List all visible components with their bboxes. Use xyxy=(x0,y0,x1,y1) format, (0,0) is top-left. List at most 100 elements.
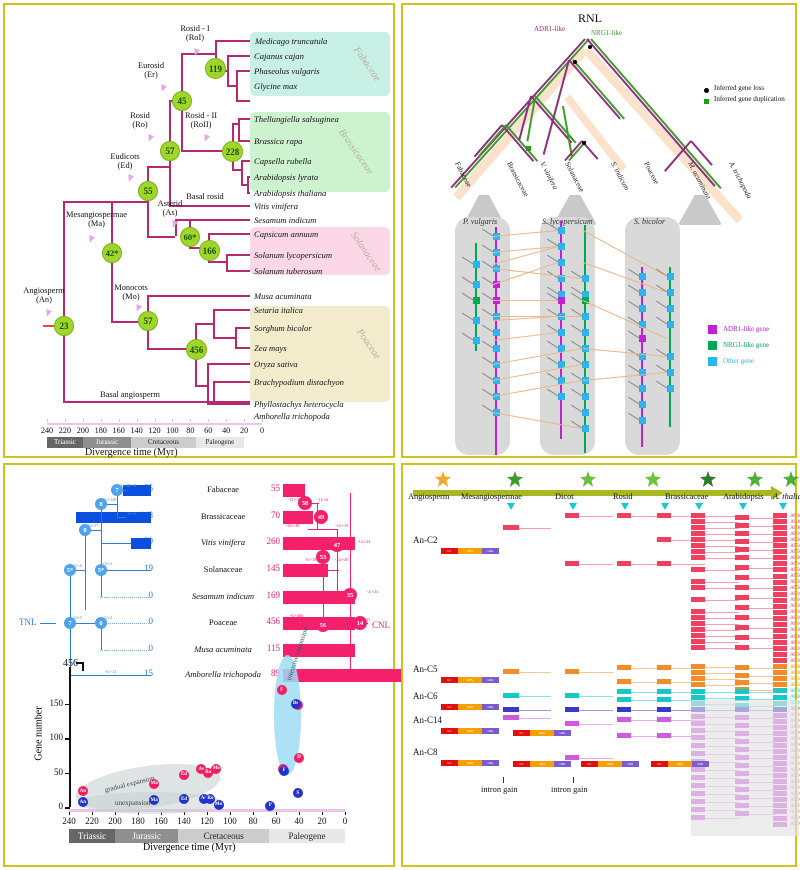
species-oryza: Oryza sativa xyxy=(254,359,298,369)
branch-setaria xyxy=(213,309,250,311)
gene-connector-0-col0-0 xyxy=(517,527,551,529)
tnl-mid-spine xyxy=(101,504,103,570)
branch-brachypodium xyxy=(213,381,250,383)
axis-tick xyxy=(82,419,84,422)
cnl-h6 xyxy=(350,675,352,677)
gene-loss-marker-1 xyxy=(588,45,592,49)
tnl-poaceae-dash xyxy=(105,623,151,624)
tip-poaceae: Poaceae xyxy=(642,160,662,186)
scatter-era-jurassic: Jurassic xyxy=(115,829,179,843)
node-23: 23 xyxy=(54,316,74,336)
branch-Mo-456 xyxy=(147,348,195,350)
branch-An-vert xyxy=(63,201,65,401)
gene-box-2-col3-0 xyxy=(657,689,671,694)
scatter-xlabel-220: 220 xyxy=(85,816,99,826)
gene-connector-0-col4-16 xyxy=(705,635,739,637)
gene-connector-2-col5-1 xyxy=(749,698,777,700)
branch-sorg-zea xyxy=(213,337,235,339)
scatter-ylabel-0: 0 xyxy=(58,801,64,811)
tnl-branch-label-3: -5/+0 xyxy=(73,563,83,568)
gene-connector-0-col4-4 xyxy=(705,539,739,541)
gene-tip-bar-4 xyxy=(773,537,787,543)
branch-sorghum xyxy=(235,327,250,329)
tnl-bras xyxy=(117,517,126,519)
gene-marker-slycopersicum-22 xyxy=(582,425,589,432)
stage-arrow-6 xyxy=(779,503,787,510)
branch-phas-gly xyxy=(227,85,236,87)
tnl-node-0: 7 xyxy=(111,484,123,496)
scatter-yaxis xyxy=(69,667,71,807)
scatter-xtick-240 xyxy=(69,812,70,815)
branch-166 xyxy=(189,247,208,249)
stage-label-2: Dicot xyxy=(555,492,574,501)
scatter-xlabel-40: 40 xyxy=(294,816,304,826)
branch-Ro-vitis xyxy=(169,205,250,207)
domain-segment-cc: CC xyxy=(441,704,459,710)
gene-connector-0-col5-6 xyxy=(749,567,777,569)
scatter-xtick-40 xyxy=(299,812,300,815)
gene-box-0-col5-4 xyxy=(735,547,749,552)
tnl-to-amborella xyxy=(70,675,151,677)
scatter-point-tnl-As-7: As xyxy=(198,793,209,804)
domain-structure-0: CC NBS LRR xyxy=(441,548,499,554)
cnl-branch-label-11: -12/+33 xyxy=(357,617,371,622)
gene-tip-bar-26 xyxy=(773,670,787,676)
gene-connector-0-col4-7 xyxy=(705,557,739,559)
gene-tip-bar-27 xyxy=(773,676,787,682)
gene-box-2-col4-1 xyxy=(691,695,705,700)
branch-Mo-musa xyxy=(147,295,250,297)
gene-box-0-col4-12 xyxy=(691,609,705,614)
branch-thel-bras-vert xyxy=(238,118,240,140)
gene-connector-0-col4-6 xyxy=(705,551,739,553)
gene-marker-slycopersicum-5 xyxy=(558,297,565,304)
synteny-rod-slycopersicum-1 xyxy=(584,225,586,453)
node-228: 228 xyxy=(222,141,243,162)
gene-connector-2-col2-1 xyxy=(631,699,665,701)
gene-connector-0-col4-1 xyxy=(705,521,739,523)
node-456: 456 xyxy=(186,339,207,360)
cnl-bar-1 xyxy=(283,511,313,524)
gene-connector-4-col0-0 xyxy=(517,717,551,719)
gene-box-0-col5-3 xyxy=(735,539,749,544)
taxon-label-1: Brassicaceae xyxy=(200,511,246,521)
plant-icon-4 xyxy=(700,471,716,487)
node-42: 42* xyxy=(102,243,122,263)
gene-marker-slycopersicum-8 xyxy=(558,345,565,352)
plant-icon-0 xyxy=(435,471,451,487)
branch-An-Ma xyxy=(63,201,111,203)
synteny-rod-pvulgaris-1 xyxy=(495,227,497,455)
gene-box-0-col4-13 xyxy=(691,615,705,620)
tnl-65-105 xyxy=(70,570,86,572)
scatter-xaxis xyxy=(69,809,345,812)
synteny-column-pvulgaris xyxy=(455,217,510,455)
gene-connector-1-col4-1 xyxy=(705,672,739,674)
gene-box-0-col5-13 xyxy=(735,635,749,640)
cnl-bar-0 xyxy=(283,484,305,497)
gene-id-AT4G47260: AT4G47260 xyxy=(790,554,800,561)
species-musa: Musa acuminata xyxy=(254,291,312,301)
gene-loss-marker-3 xyxy=(582,141,586,145)
branch-seta-vert xyxy=(213,309,215,337)
clade-label-mesangiospermae: Mesangiospermae (Ma) xyxy=(66,210,127,228)
branch-oryza xyxy=(207,363,250,365)
species-setaria: Setaria italica xyxy=(254,305,303,315)
gene-id-AT5G05440: AT5G05440 xyxy=(790,548,800,555)
scatter-ytick-50 xyxy=(65,772,70,775)
cnl-branch-label-10: -26/+402 xyxy=(305,617,321,622)
cnl-h1 xyxy=(305,503,319,505)
synteny-link-2 xyxy=(493,300,558,301)
legend-loss-label: Inferred gene loss xyxy=(714,84,765,92)
gene-box-4-col2-0 xyxy=(617,717,631,722)
intron-gain-label-1: intron gain xyxy=(551,785,588,794)
scatter-point-tnl-P-19: P xyxy=(265,800,276,811)
time-axis-line xyxy=(47,423,262,425)
gene-box-0-col2-0 xyxy=(617,513,631,518)
gene-connector-0-col5-7 xyxy=(749,577,777,579)
species-amborella: Amborella trichopoda xyxy=(254,411,330,421)
domain-segment-nbs: NBS xyxy=(598,761,622,767)
gene-box-0-col4-5 xyxy=(691,543,705,548)
domain-structure-1: CC NBS LRR xyxy=(441,677,499,683)
gene-id-AT1G12290: AT1G12290 xyxy=(790,639,800,646)
gene-box-1-col3-1 xyxy=(657,679,671,684)
tip-vvinifera: V. vinifera xyxy=(538,160,561,191)
